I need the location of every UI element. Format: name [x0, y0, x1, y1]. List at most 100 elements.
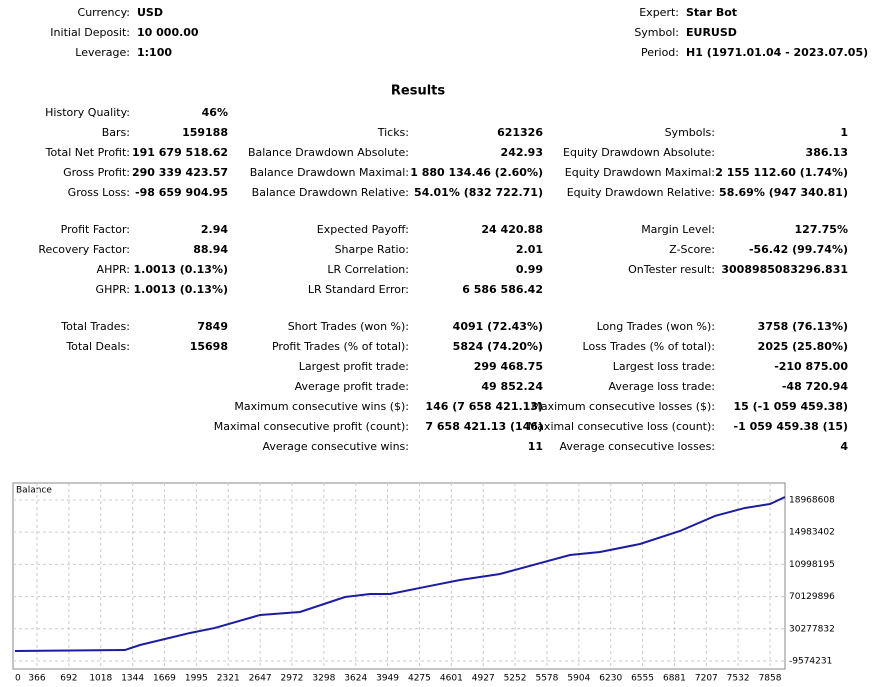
stat-value: 1.0013 (0.13%) [134, 263, 229, 276]
stat-label: Average consecutive losses: [559, 440, 715, 453]
stat-value: 15 (-1 059 459.38) [734, 400, 848, 413]
stat-label: OnTester result: [628, 263, 715, 276]
stat-value: 6 586 586.42 [462, 283, 543, 296]
stat-label: LR Standard Error: [308, 283, 409, 296]
stat-value: 386.13 [806, 146, 848, 159]
stat-label: Sharpe Ratio: [335, 243, 409, 256]
x-tick-label: 7532 [727, 674, 750, 684]
stat-label: Expected Payoff: [317, 223, 409, 236]
stat-label: Balance Drawdown Absolute: [248, 146, 409, 159]
stat-label: Margin Level: [641, 223, 715, 236]
stat-value: 3008985083296.831 [721, 263, 848, 276]
stat-label: GHPR: [96, 283, 130, 296]
stat-label: Maximal consecutive loss (count): [528, 420, 715, 433]
stat-label: Average profit trade: [295, 380, 409, 393]
header-value: EURUSD [686, 26, 737, 39]
stat-value: 299 468.75 [474, 360, 543, 373]
x-tick-label: 1995 [185, 674, 208, 684]
header-label: Period: [641, 46, 679, 59]
chart-frame [12, 482, 786, 670]
stat-value: 127.75% [795, 223, 848, 236]
stat-value: 54.01% (832 722.71) [414, 186, 543, 199]
stat-label: Profit Factor: [61, 223, 130, 236]
header-label: Leverage: [75, 46, 130, 59]
x-tick-label: 7858 [759, 674, 782, 684]
x-tick-label: 1669 [153, 674, 176, 684]
stat-label: Short Trades (won %): [288, 320, 409, 333]
stat-value: -56.42 (99.74%) [749, 243, 848, 256]
stat-value: 7 658 421.13 (146) [425, 420, 543, 433]
stat-value: 49 852.24 [481, 380, 543, 393]
stat-value: 290 339 423.57 [132, 166, 228, 179]
stat-value: -98 659 904.95 [135, 186, 228, 199]
stat-label: Total Net Profit: [45, 146, 130, 159]
stat-value: 5824 (74.20%) [453, 340, 543, 353]
x-tick-label: 5578 [535, 674, 558, 684]
stat-value: 7849 [197, 320, 228, 333]
stat-value: 4091 (72.43%) [453, 320, 543, 333]
stat-label: Average consecutive wins: [262, 440, 409, 453]
stat-value: 191 679 518.62 [132, 146, 228, 159]
stat-value: 242.93 [501, 146, 543, 159]
stat-value: 24 420.88 [481, 223, 543, 236]
stat-label: Balance Drawdown Maximal: [250, 166, 409, 179]
stat-label: Total Deals: [65, 340, 130, 353]
x-tick-label: 3949 [376, 674, 399, 684]
x-tick-label: 5904 [567, 674, 590, 684]
x-tick-label: 4601 [440, 674, 463, 684]
stat-value: 3758 (76.13%) [758, 320, 848, 333]
stat-value: 15698 [190, 340, 228, 353]
stat-label: Equity Drawdown Maximal: [565, 166, 715, 179]
y-tick-label: 10998195 [789, 560, 835, 570]
x-tick-label: 1344 [121, 674, 144, 684]
x-tick-label: 3624 [344, 674, 367, 684]
stat-value: 1 [840, 126, 848, 139]
stat-label: Total Trades: [60, 320, 130, 333]
stat-value: 88.94 [193, 243, 228, 256]
x-tick-label: 2972 [281, 674, 304, 684]
chart-title: Balance [16, 486, 52, 496]
x-tick-label: 6881 [663, 674, 686, 684]
x-tick-label: 5252 [504, 674, 527, 684]
stat-value: 2 155 112.60 (1.74%) [715, 166, 848, 179]
y-tick-label: 14983402 [789, 528, 835, 538]
stat-label: AHPR: [97, 263, 130, 276]
y-tick-label: 70129896 [789, 592, 835, 602]
stat-label: Maximum consecutive losses ($): [531, 400, 715, 413]
stat-label: Gross Profit: [63, 166, 130, 179]
x-tick-label: 0 [15, 674, 21, 684]
header-label: Currency: [78, 6, 130, 19]
x-tick-label: 2647 [249, 674, 272, 684]
stat-value: 0.99 [516, 263, 543, 276]
stat-label: LR Correlation: [327, 263, 409, 276]
stat-label: Gross Loss: [68, 186, 130, 199]
header-label: Initial Deposit: [50, 26, 130, 39]
stat-label: Equity Drawdown Absolute: [563, 146, 715, 159]
x-tick-label: 4275 [408, 674, 431, 684]
stat-label: Recovery Factor: [38, 243, 130, 256]
stat-value: -210 875.00 [774, 360, 848, 373]
stat-value: 58.69% (947 340.81) [719, 186, 848, 199]
x-tick-label: 6230 [599, 674, 622, 684]
x-tick-label: 366 [28, 674, 45, 684]
stat-value: 4 [840, 440, 848, 453]
stat-label: Z-Score: [669, 243, 715, 256]
stat-value: -1 059 459.38 (15) [734, 420, 848, 433]
stat-value: 2.01 [516, 243, 543, 256]
stat-label: Average loss trade: [609, 380, 715, 393]
stat-label: Largest loss trade: [613, 360, 715, 373]
y-tick-label: 18968608 [789, 495, 835, 505]
x-tick-label: 1018 [89, 674, 112, 684]
stat-value: -48 720.94 [782, 380, 848, 393]
stat-value: 2025 (25.80%) [758, 340, 848, 353]
header-value: H1 (1971.01.04 - 2023.07.05) [686, 46, 868, 59]
stat-label: Profit Trades (% of total): [272, 340, 409, 353]
x-tick-label: 4927 [472, 674, 495, 684]
stat-label: Maximal consecutive profit (count): [214, 420, 409, 433]
stat-value: 159188 [182, 126, 228, 139]
stat-value: 11 [528, 440, 543, 453]
stat-value: 1 880 134.46 (2.60%) [410, 166, 543, 179]
x-tick-label: 6555 [631, 674, 654, 684]
x-tick-label: 3298 [312, 674, 335, 684]
stat-label: Balance Drawdown Relative: [252, 186, 409, 199]
